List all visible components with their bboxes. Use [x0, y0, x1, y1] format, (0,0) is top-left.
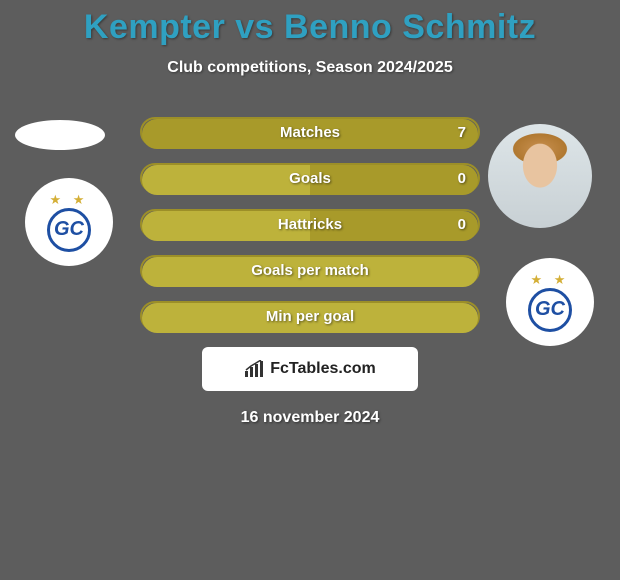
player-right-avatar [488, 124, 592, 228]
club-initials: GC [47, 208, 91, 252]
stat-right-value: 0 [458, 170, 466, 187]
footer-date: 16 november 2024 [0, 409, 620, 427]
stat-row: Goals per match [140, 255, 480, 285]
stat-label: Goals [289, 170, 331, 187]
club-initials: GC [528, 288, 572, 332]
stat-right-value: 7 [458, 124, 466, 141]
stat-right-value: 0 [458, 216, 466, 233]
chart-icon [244, 360, 266, 378]
club-left-badge: ★ ★ GC [25, 178, 113, 266]
stat-label: Hattricks [278, 216, 342, 233]
stats-container: Matches 7 Goals 0 Hattricks 0 Goals per match M… [140, 117, 480, 331]
stat-label: Goals per match [251, 262, 369, 279]
subtitle: Club competitions, Season 2024/2025 [0, 59, 620, 77]
stat-row: Hattricks 0 [140, 209, 480, 239]
stat-row: Goals 0 [140, 163, 480, 193]
stat-row: Min per goal [140, 301, 480, 331]
brand-text: FcTables.com [270, 360, 376, 378]
page-title: Kempter vs Benno Schmitz [0, 0, 620, 47]
club-stars-icon: ★ ★ [531, 273, 570, 286]
player-left-avatar [15, 120, 105, 150]
brand-badge: FcTables.com [202, 347, 418, 391]
stat-label: Min per goal [266, 308, 354, 325]
stat-label: Matches [280, 124, 340, 141]
club-right-badge: ★ ★ GC [506, 258, 594, 346]
stat-row: Matches 7 [140, 117, 480, 147]
stat-fill-left [142, 165, 310, 195]
club-stars-icon: ★ ★ [50, 193, 89, 206]
stat-fill-right [310, 165, 478, 195]
